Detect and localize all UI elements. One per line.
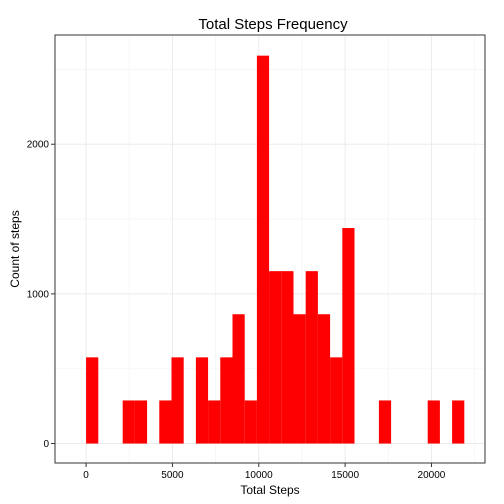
y-axis-label: Count of steps [8, 210, 22, 287]
histogram-bar [293, 314, 306, 444]
y-tick-label: 0 [43, 439, 49, 450]
x-axis-ticks: 0 5000 10000 15000 20000 [83, 463, 446, 481]
x-tick-label: 15000 [331, 470, 359, 481]
histogram-bar [317, 314, 331, 444]
x-tick-label: 20000 [418, 470, 446, 481]
x-tick-label: 10000 [245, 470, 273, 481]
histogram-bar [134, 400, 148, 444]
histogram-bar [305, 271, 318, 444]
histogram-bar [122, 400, 135, 444]
histogram-bar [452, 400, 465, 444]
histogram-bar [427, 400, 440, 444]
histogram-bars [86, 55, 465, 444]
x-axis-label: Total Steps [240, 483, 299, 497]
x-tick-label: 5000 [161, 470, 184, 481]
y-tick-label: 1000 [27, 289, 50, 300]
histogram-bar [86, 357, 99, 444]
histogram-bar [378, 400, 392, 444]
histogram-bar [281, 271, 294, 444]
chart-title: Total Steps Frequency [198, 16, 348, 33]
histogram-bar [220, 357, 233, 444]
histogram-bar [159, 400, 172, 444]
histogram-bar [232, 314, 245, 444]
histogram-bar [208, 400, 221, 444]
x-tick-label: 0 [83, 470, 89, 481]
histogram-bar [244, 400, 257, 444]
histogram-bar [195, 357, 209, 444]
y-axis-ticks: 0 1000 2000 [27, 140, 55, 450]
histogram-bar [342, 228, 355, 444]
y-tick-label: 2000 [27, 140, 50, 151]
histogram-bar [269, 271, 282, 444]
histogram-bar [171, 357, 184, 444]
histogram-bar [330, 357, 343, 444]
histogram-bar [256, 55, 270, 444]
panel-border [54, 34, 486, 464]
